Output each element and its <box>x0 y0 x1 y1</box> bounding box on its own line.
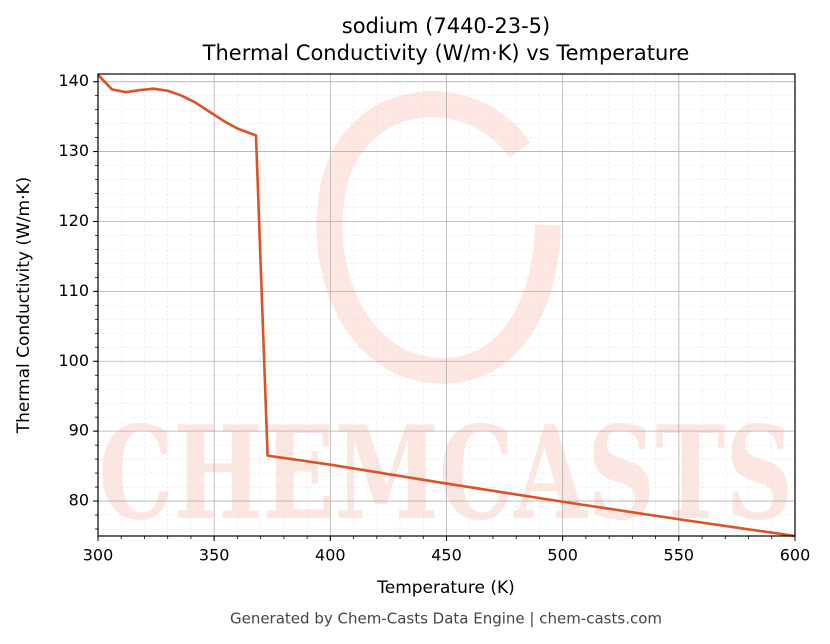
plot-frame <box>97 73 796 537</box>
y-tick-label: 90 <box>69 421 89 440</box>
plot <box>97 73 796 538</box>
y-tick-label: 140 <box>58 71 89 90</box>
y-axis-label: Thermal Conductivity (W/m·K) <box>14 177 34 435</box>
watermark-logo <box>316 91 561 384</box>
grid <box>93 74 796 541</box>
footer: Generated by Chem-Casts Data Engine | ch… <box>230 610 662 628</box>
x-axis-label: Temperature (K) <box>376 578 515 598</box>
y-tick-label: 110 <box>58 281 89 300</box>
chart-subtitle: Thermal Conductivity (W/m·K) vs Temperat… <box>202 41 690 65</box>
chart-title: sodium (7440-23-5) <box>342 14 550 38</box>
x-tick-label: 350 <box>199 546 230 565</box>
y-tick-label: 120 <box>58 211 89 230</box>
x-tick-label: 300 <box>83 546 114 565</box>
y-tick-label: 100 <box>58 351 89 370</box>
watermark-text: CHEMCASTS <box>99 399 794 549</box>
data-line <box>97 73 796 538</box>
x-tick-label: 600 <box>780 546 811 565</box>
y-tick-label: 80 <box>69 491 89 510</box>
x-tick-label: 400 <box>315 546 346 565</box>
y-tick-label: 130 <box>58 141 89 160</box>
x-tick-label: 550 <box>664 546 695 565</box>
x-tick-label: 500 <box>547 546 578 565</box>
x-tick-label: 450 <box>431 546 462 565</box>
